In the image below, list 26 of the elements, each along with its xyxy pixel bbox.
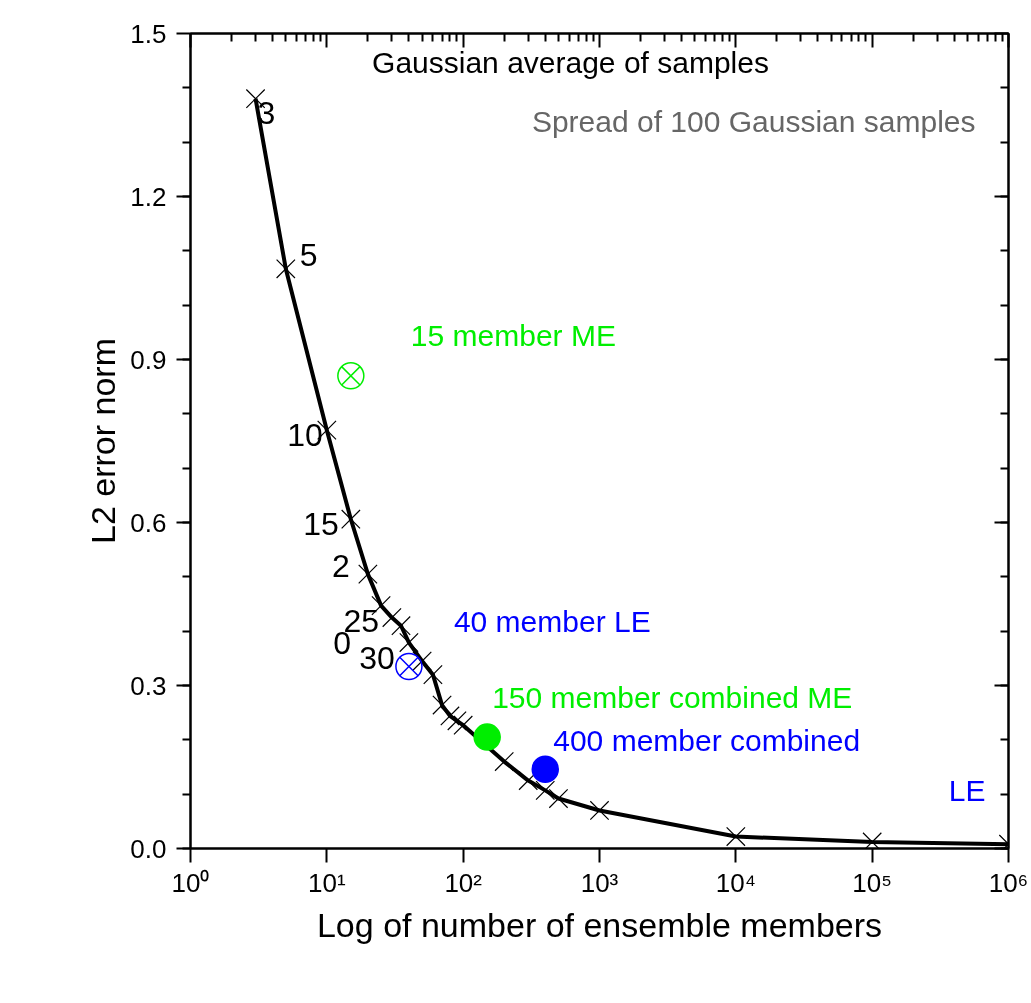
annotation: 5 [299,236,318,273]
series-label: 150 member combined ME [492,680,853,714]
y-tick-label: 1.2 [130,181,167,212]
series-label: 15 member ME [410,319,616,353]
x-tick-label: 10⁴ [715,867,756,898]
annotation: 15 [303,506,339,543]
x-tick-label: 10⁵ [852,867,893,898]
annotation: Spread of 100 Gaussian samples [531,104,976,138]
annotation: 10 [287,417,323,454]
y-tick-label: 0.9 [130,344,167,375]
text: 400 member combined LE [553,724,986,807]
x-axis-title: Log of number of ensemble members [316,905,883,944]
x-tick-label: 10⁶ [988,867,1029,898]
annotation: 2 [332,548,350,585]
series-label: 40 member LE [453,604,651,638]
y-tick-label: 0.6 [130,507,167,538]
annotation: 30 [359,639,395,676]
y-tick-label: 0.0 [130,833,167,864]
y-tick-label: 0.3 [130,670,167,701]
legend-label: Gaussian average of samples [372,45,769,79]
y-axis-title: L2 error norm [84,338,123,544]
x-tick-label: 10⁰ [171,867,210,898]
x-tick-label: 10² [444,867,483,898]
y-tick-label: 1.5 [130,18,167,49]
x-tick-label: 10¹ [308,867,346,898]
x-tick-label: 10³ [580,867,619,898]
